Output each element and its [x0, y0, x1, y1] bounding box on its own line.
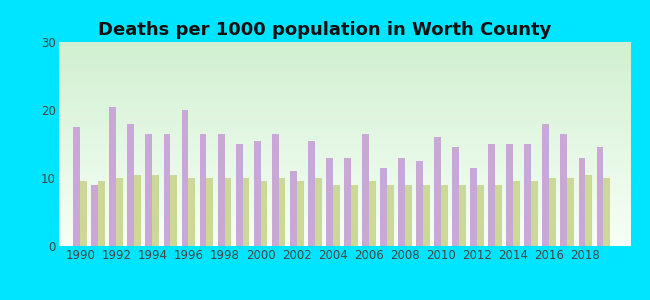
- Bar: [405, 185, 412, 246]
- Bar: [200, 134, 207, 246]
- Bar: [170, 175, 177, 246]
- Bar: [560, 134, 567, 246]
- Bar: [242, 178, 250, 246]
- Bar: [279, 178, 285, 246]
- Bar: [333, 185, 340, 246]
- Bar: [597, 147, 603, 246]
- Bar: [308, 141, 315, 246]
- Bar: [73, 127, 80, 246]
- Bar: [434, 137, 441, 246]
- Bar: [380, 168, 387, 246]
- Bar: [398, 158, 405, 246]
- Bar: [369, 182, 376, 246]
- Bar: [92, 185, 98, 246]
- Bar: [236, 144, 242, 246]
- Bar: [362, 134, 369, 246]
- Bar: [488, 144, 495, 246]
- Bar: [423, 185, 430, 246]
- Bar: [586, 175, 592, 246]
- Bar: [351, 185, 358, 246]
- Bar: [315, 178, 322, 246]
- Bar: [416, 161, 423, 246]
- Text: Deaths per 1000 population in Worth County: Deaths per 1000 population in Worth Coun…: [98, 21, 552, 39]
- Bar: [181, 110, 188, 246]
- Bar: [164, 134, 170, 246]
- Bar: [296, 182, 304, 246]
- Bar: [109, 106, 116, 246]
- Bar: [514, 182, 520, 246]
- Bar: [224, 178, 231, 246]
- Bar: [567, 178, 574, 246]
- Bar: [290, 171, 296, 246]
- Bar: [127, 124, 135, 246]
- Bar: [98, 182, 105, 246]
- Bar: [441, 185, 448, 246]
- Bar: [116, 178, 123, 246]
- Bar: [218, 134, 224, 246]
- Bar: [506, 144, 514, 246]
- Bar: [549, 178, 556, 246]
- Bar: [207, 178, 213, 246]
- Bar: [525, 144, 531, 246]
- Bar: [272, 134, 279, 246]
- Bar: [387, 185, 394, 246]
- Bar: [261, 182, 267, 246]
- Bar: [495, 185, 502, 246]
- Bar: [80, 182, 87, 246]
- Bar: [152, 175, 159, 246]
- Bar: [146, 134, 152, 246]
- Bar: [254, 141, 261, 246]
- Bar: [477, 185, 484, 246]
- Bar: [326, 158, 333, 246]
- Bar: [531, 182, 538, 246]
- Bar: [470, 168, 477, 246]
- Bar: [543, 124, 549, 246]
- Bar: [344, 158, 351, 246]
- Bar: [452, 147, 459, 246]
- Bar: [135, 175, 141, 246]
- Bar: [459, 185, 466, 246]
- Bar: [603, 178, 610, 246]
- Bar: [578, 158, 586, 246]
- Bar: [188, 178, 195, 246]
